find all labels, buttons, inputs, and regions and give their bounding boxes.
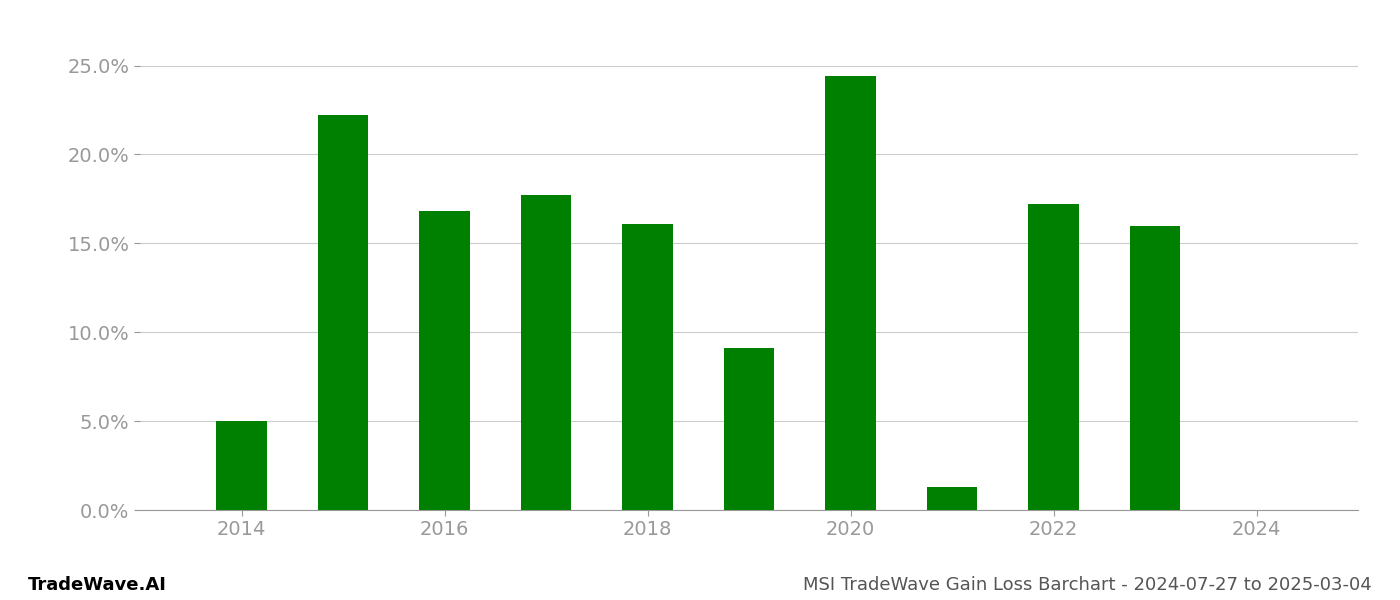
Text: TradeWave.AI: TradeWave.AI: [28, 576, 167, 594]
Bar: [622, 224, 673, 510]
Bar: [825, 76, 876, 510]
Bar: [419, 211, 470, 510]
Bar: [318, 115, 368, 510]
Bar: [724, 348, 774, 510]
Bar: [927, 487, 977, 510]
Bar: [1130, 226, 1180, 510]
Bar: [1028, 204, 1079, 510]
Text: MSI TradeWave Gain Loss Barchart - 2024-07-27 to 2025-03-04: MSI TradeWave Gain Loss Barchart - 2024-…: [804, 576, 1372, 594]
Bar: [521, 196, 571, 510]
Bar: [216, 421, 267, 510]
